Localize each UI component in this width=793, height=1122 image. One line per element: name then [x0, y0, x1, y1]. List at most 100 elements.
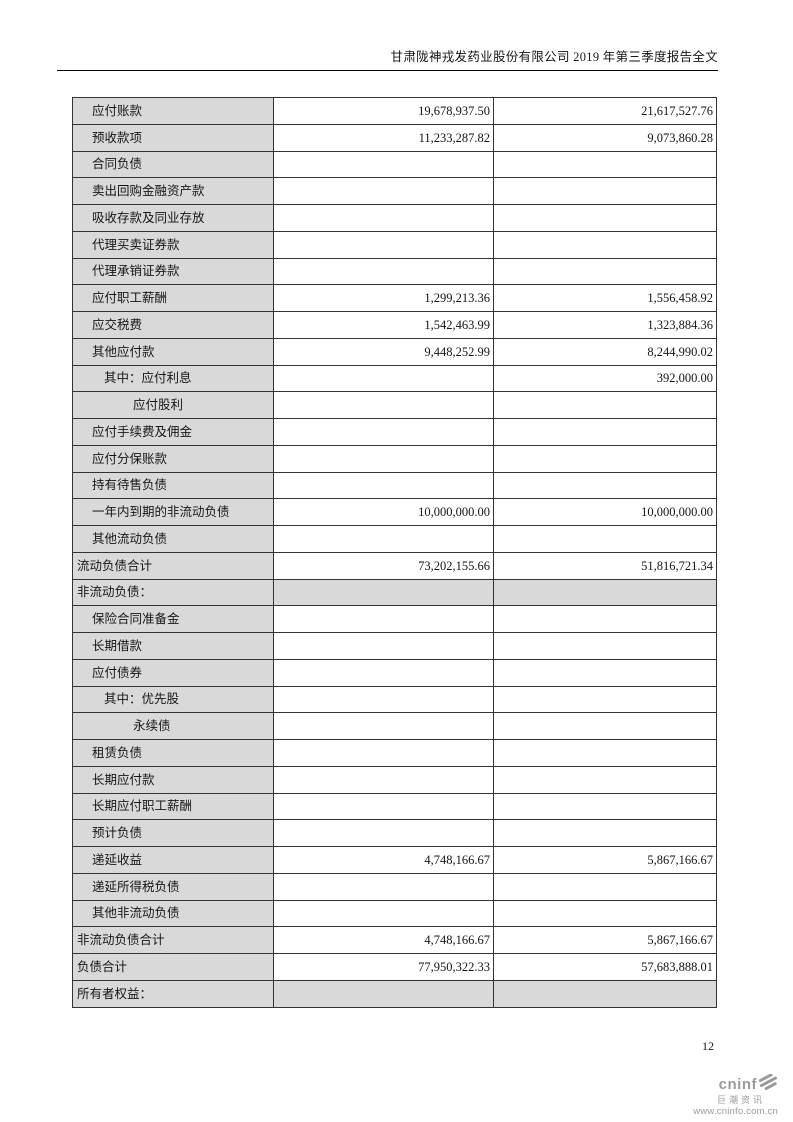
cninfo-chinese-name: 巨潮资讯	[716, 1095, 765, 1105]
amount-cell-col2: 9,448,252.99	[273, 337, 494, 366]
table-row: 长期应付款	[72, 765, 717, 794]
amount-cell-col3	[493, 444, 717, 473]
table-row: 所有者权益：	[72, 979, 717, 1008]
amount-cell-col3	[493, 418, 717, 446]
amount-cell-col3	[493, 819, 717, 847]
amount-cell-col2: 19,678,937.50	[273, 97, 494, 125]
header-divider	[57, 70, 718, 71]
amount-cell-col2	[273, 979, 494, 1008]
amount-cell-col2	[273, 230, 494, 259]
table-row: 负债合计 77,950,322.33 57,683,888.01	[72, 953, 717, 981]
amount-cell-col2	[273, 819, 494, 847]
amount-cell-col3: 5,867,166.67	[493, 846, 717, 874]
amount-cell-col3: 1,323,884.36	[493, 311, 717, 339]
liabilities-table: 应付账款 19,678,937.50 21,617,527.76 预收款项 11…	[72, 97, 717, 1008]
amount-cell-col3	[493, 658, 717, 687]
item-label-cell: 应付分保账款	[72, 444, 274, 473]
table-row: 其他应付款 9,448,252.99 8,244,990.02	[72, 337, 717, 366]
item-label-cell: 吸收存款及同业存放	[72, 204, 274, 232]
item-label-cell: 应付职工薪酬	[72, 284, 274, 312]
item-label-cell: 一年内到期的非流动负债	[72, 498, 274, 526]
table-row: 吸收存款及同业存放	[72, 204, 717, 232]
item-label-cell: 应付股利	[72, 391, 274, 419]
table-row: 代理买卖证券款	[72, 230, 717, 259]
report-header-title: 甘肃陇神戎发药业股份有限公司 2019 年第三季度报告全文	[390, 50, 718, 64]
amount-cell-col3: 1,556,458.92	[493, 284, 717, 312]
item-label-cell: 流动负债合计	[72, 551, 274, 580]
item-label-cell: 其中：应付利息	[72, 364, 274, 393]
amount-cell-col2	[273, 632, 494, 660]
amount-cell-col2: 10,000,000.00	[273, 498, 494, 526]
item-label-cell: 非流动负债合计	[72, 926, 274, 954]
item-label-cell: 其他流动负债	[72, 525, 274, 553]
amount-cell-col2	[273, 177, 494, 205]
amount-cell-col2	[273, 257, 494, 286]
table-row: 永续债	[72, 712, 717, 740]
amount-cell-col3	[493, 792, 717, 821]
table-row: 应付分保账款	[72, 444, 717, 473]
amount-cell-col2: 77,950,322.33	[273, 953, 494, 981]
amount-cell-col3	[493, 391, 717, 419]
table-row: 应付职工薪酬 1,299,213.36 1,556,458.92	[72, 284, 717, 312]
item-label-cell: 递延所得税负债	[72, 872, 274, 901]
amount-cell-col3	[493, 979, 717, 1008]
amount-cell-col2: 1,299,213.36	[273, 284, 494, 312]
amount-cell-col2	[273, 391, 494, 419]
table-row: 应付手续费及佣金	[72, 418, 717, 446]
amount-cell-col2	[273, 792, 494, 821]
table-row: 递延所得税负债	[72, 872, 717, 901]
table-row: 应付股利	[72, 391, 717, 419]
amount-cell-col2	[273, 685, 494, 714]
amount-cell-col3: 10,000,000.00	[493, 498, 717, 526]
amount-cell-col3	[493, 712, 717, 740]
amount-cell-col2	[273, 471, 494, 500]
table-row: 其中：应付利息 392,000.00	[72, 364, 717, 393]
amount-cell-col2	[273, 204, 494, 232]
amount-cell-col2: 73,202,155.66	[273, 551, 494, 580]
table-row: 流动负债合计 73,202,155.66 51,816,721.34	[72, 551, 717, 580]
amount-cell-col3: 21,617,527.76	[493, 97, 717, 125]
table-row: 一年内到期的非流动负债 10,000,000.00 10,000,000.00	[72, 498, 717, 526]
amount-cell-col3	[493, 632, 717, 660]
item-label-cell: 其他应付款	[72, 337, 274, 366]
table-row: 应付账款 19,678,937.50 21,617,527.76	[72, 97, 717, 125]
amount-cell-col2	[273, 712, 494, 740]
amount-cell-col2: 4,748,166.67	[273, 926, 494, 954]
amount-cell-col3	[493, 872, 717, 901]
item-label-cell: 长期应付职工薪酬	[72, 792, 274, 821]
item-label-cell: 应付手续费及佣金	[72, 418, 274, 446]
amount-cell-col2	[273, 765, 494, 794]
cninfo-brand-text: cninf	[718, 1075, 757, 1093]
amount-cell-col3	[493, 605, 717, 633]
amount-cell-col3: 5,867,166.67	[493, 926, 717, 954]
item-label-cell: 非流动负债：	[72, 578, 274, 607]
amount-cell-col3: 9,073,860.28	[493, 123, 717, 152]
liabilities-table-body: 应付账款 19,678,937.50 21,617,527.76 预收款项 11…	[72, 97, 717, 1008]
amount-cell-col2: 4,748,166.67	[273, 846, 494, 874]
item-label-cell: 保险合同准备金	[72, 605, 274, 633]
amount-cell-col2: 1,542,463.99	[273, 311, 494, 339]
item-label-cell: 卖出回购金融资产款	[72, 177, 274, 205]
amount-cell-col3: 392,000.00	[493, 364, 717, 393]
amount-cell-col2	[273, 150, 494, 179]
amount-cell-col3	[493, 150, 717, 179]
amount-cell-col2	[273, 605, 494, 633]
item-label-cell: 永续债	[72, 712, 274, 740]
amount-cell-col2: 11,233,287.82	[273, 123, 494, 152]
amount-cell-col3	[493, 765, 717, 794]
amount-cell-col3	[493, 525, 717, 553]
amount-cell-col2	[273, 578, 494, 607]
table-row: 保险合同准备金	[72, 605, 717, 633]
table-row: 代理承销证券款	[72, 257, 717, 286]
amount-cell-col2	[273, 658, 494, 687]
item-label-cell: 所有者权益：	[72, 979, 274, 1008]
amount-cell-col3	[493, 899, 717, 928]
amount-cell-col2	[273, 444, 494, 473]
item-label-cell: 代理承销证券款	[72, 257, 274, 286]
amount-cell-col3	[493, 204, 717, 232]
amount-cell-col3	[493, 471, 717, 500]
page-number: 12	[702, 1039, 714, 1053]
amount-cell-col3: 51,816,721.34	[493, 551, 717, 580]
cninfo-logo-row: cninf	[693, 1073, 778, 1094]
item-label-cell: 长期应付款	[72, 765, 274, 794]
